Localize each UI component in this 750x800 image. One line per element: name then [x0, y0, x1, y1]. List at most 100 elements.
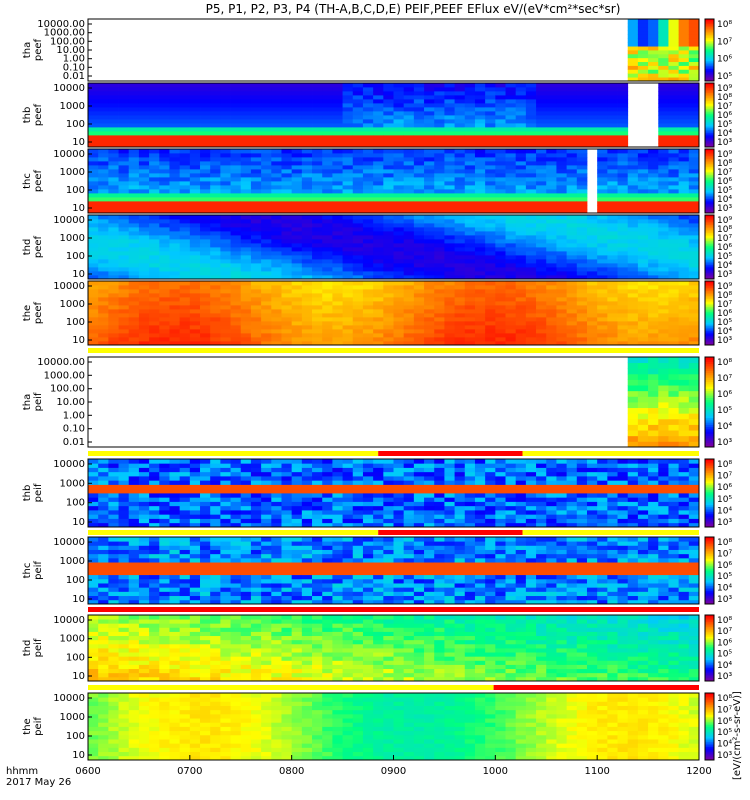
- heat-cell: [342, 157, 354, 162]
- heat-cell: [536, 173, 547, 178]
- heat-cell: [505, 484, 517, 490]
- heat-cell: [597, 463, 608, 468]
- heat-cell: [230, 297, 242, 302]
- heat-cell: [352, 325, 364, 330]
- heat-cell: [230, 161, 242, 166]
- heat-cell: [474, 115, 486, 120]
- heat-cell: [271, 297, 282, 302]
- heat-cell: [485, 209, 496, 214]
- heat-cell: [362, 169, 374, 174]
- heat-cell: [301, 522, 313, 528]
- heat-cell: [403, 471, 415, 477]
- heat-cell: [597, 337, 608, 342]
- heat-cell: [373, 263, 384, 268]
- heat-cell: [648, 53, 659, 59]
- heat-cell: [332, 99, 343, 104]
- heat-cell: [413, 329, 425, 334]
- heat-cell: [210, 514, 221, 519]
- heat-cell: [149, 127, 160, 132]
- heat-cell: [230, 471, 242, 477]
- heat-cell: [301, 91, 313, 96]
- heat-cell: [607, 329, 618, 334]
- heat-cell: [627, 22, 639, 28]
- heat-cell: [301, 329, 313, 334]
- heat-cell: [474, 103, 486, 108]
- heat-cell: [118, 135, 130, 140]
- heat-cell: [159, 169, 170, 174]
- heat-cell: [88, 522, 99, 528]
- heat-cell: [220, 223, 231, 228]
- heat-cell: [576, 518, 588, 524]
- heat-cell: [169, 251, 181, 256]
- heat-cell: [189, 317, 201, 322]
- heat-cell: [648, 275, 659, 280]
- heat-cell: [678, 247, 690, 252]
- heat-cell: [200, 341, 211, 346]
- heat-cell: [261, 333, 272, 338]
- heat-cell: [240, 185, 252, 190]
- heat-cell: [627, 289, 639, 294]
- heat-cell: [464, 497, 476, 502]
- heat-cell: [250, 255, 262, 260]
- heat-cell: [515, 243, 527, 248]
- heat-cell: [556, 305, 568, 310]
- heat-cell: [424, 173, 435, 178]
- heat-cell: [648, 46, 659, 51]
- heat-cell: [383, 127, 394, 132]
- heat-cell: [210, 497, 221, 502]
- heat-cell: [485, 111, 496, 116]
- heat-cell: [138, 169, 150, 174]
- heat-cell: [291, 285, 303, 290]
- heat-cell: [210, 169, 221, 174]
- heat-cell: [189, 493, 201, 498]
- heat-cell: [200, 263, 211, 268]
- heat-cell: [250, 293, 262, 298]
- heat-cell: [230, 476, 242, 481]
- heat-cell: [597, 227, 608, 232]
- heat-cell: [383, 115, 394, 120]
- heat-cell: [362, 219, 374, 224]
- heat-cell: [261, 321, 272, 326]
- heat-cell: [515, 87, 527, 92]
- heat-cell: [250, 476, 262, 481]
- heat-cell: [108, 189, 119, 194]
- heat-cell: [301, 337, 313, 342]
- heat-cell: [128, 325, 140, 330]
- heat-cell: [678, 143, 690, 148]
- heat-cell: [220, 267, 231, 272]
- heat-cell: [474, 267, 486, 272]
- heat-cell: [627, 161, 639, 166]
- heat-cell: [424, 317, 435, 322]
- heat-cell: [159, 205, 170, 210]
- heat-cell: [383, 181, 394, 186]
- heat-cell: [393, 267, 405, 272]
- heat-cell: [179, 107, 191, 112]
- heat-cell: [413, 263, 425, 268]
- heat-cell: [271, 476, 282, 481]
- heat-cell: [322, 289, 333, 294]
- heat-cell: [220, 518, 231, 524]
- heat-cell: [342, 205, 354, 210]
- heat-cell: [658, 329, 669, 334]
- heat-cell: [138, 333, 150, 338]
- heat-cell: [301, 119, 313, 124]
- heat-cell: [342, 91, 354, 96]
- heat-cell: [464, 275, 476, 280]
- heat-cell: [332, 193, 343, 198]
- heat-cell: [474, 341, 486, 346]
- heat-cell: [159, 143, 170, 148]
- heat-cell: [118, 247, 130, 252]
- heat-cell: [413, 301, 425, 306]
- heat-cell: [322, 275, 333, 280]
- heat-cell: [200, 239, 211, 244]
- heat-cell: [485, 263, 496, 268]
- heat-cell: [525, 333, 537, 338]
- heat-cell: [597, 297, 608, 302]
- heat-cell: [281, 197, 293, 202]
- heat-cell: [230, 143, 242, 148]
- heat-cell: [88, 325, 99, 330]
- heat-cell: [138, 293, 150, 298]
- heat-cell: [149, 139, 160, 144]
- heat-cell: [128, 505, 140, 511]
- heat-cell: [668, 271, 680, 276]
